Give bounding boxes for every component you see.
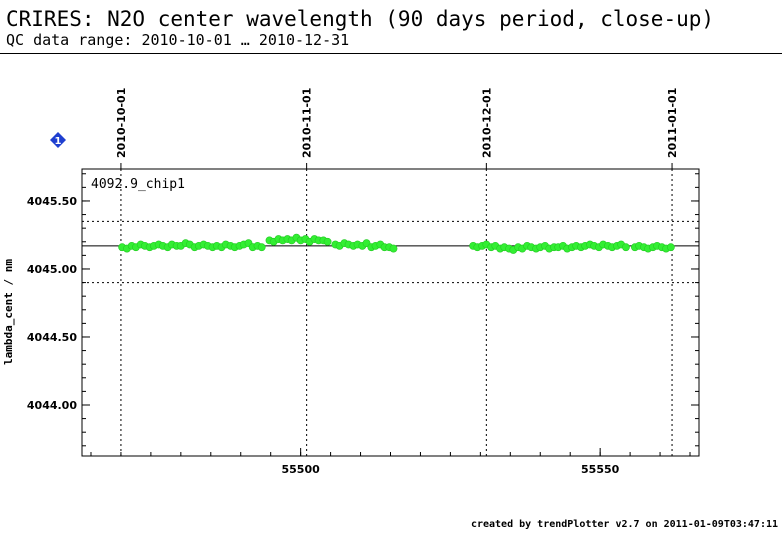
info-marker-icon[interactable]: 1 — [50, 132, 66, 148]
x-tick-label: 55500 — [282, 463, 321, 476]
chart-title: CRIRES: N2O center wavelength (90 days p… — [6, 7, 715, 31]
top-axis-date-label: 2011-01-01 — [666, 88, 679, 158]
header-divider — [0, 53, 782, 54]
data-point — [323, 237, 332, 246]
data-point — [257, 243, 266, 252]
marker-label: 1 — [55, 136, 62, 147]
top-axis-date-label: 2010-11-01 — [301, 88, 314, 158]
top-axis-date-label: 2010-12-01 — [480, 88, 493, 158]
data-point — [666, 243, 675, 252]
y-tick-label: 4045.00 — [27, 263, 77, 276]
y-tick-label: 4044.00 — [27, 399, 77, 412]
y-tick-label: 4045.50 — [27, 195, 77, 208]
y-tick-label: 4044.50 — [27, 331, 77, 344]
top-axis-date-label: 2010-10-01 — [115, 88, 128, 158]
panel-label: 4092.9_chip1 — [91, 177, 185, 192]
x-tick-label: 55550 — [581, 463, 620, 476]
data-point — [622, 243, 630, 252]
footer-credit: created by trendPlotter v2.7 on 2011-01-… — [470, 519, 778, 530]
chart-subtitle: QC data range: 2010-10-01 … 2010-12-31 — [6, 31, 350, 49]
marker-diamond[interactable] — [50, 132, 66, 148]
plot-frame — [81, 168, 700, 457]
y-axis-label: lambda_cent / nm — [2, 259, 15, 365]
data-point — [389, 244, 398, 253]
